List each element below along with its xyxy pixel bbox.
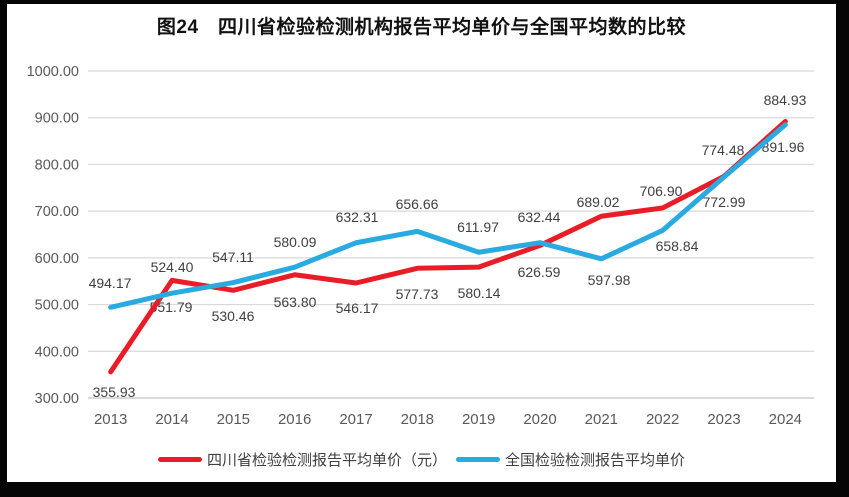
sichuan-line-swatch-icon — [157, 456, 202, 462]
data-label: 706.90 — [640, 183, 683, 199]
data-label: 580.14 — [458, 285, 501, 301]
frame-border-right — [836, 0, 849, 497]
data-label: 632.44 — [518, 209, 561, 225]
data-label: 626.59 — [518, 264, 561, 280]
y-tick-label: 700.00 — [35, 204, 79, 220]
legend: 四川省检验检测报告平均单价（元） 全国检验检测报告平均单价 — [7, 446, 836, 472]
x-tick-label: 2023 — [707, 411, 740, 428]
national-line — [108, 122, 788, 310]
x-tick-label: 2014 — [155, 411, 188, 428]
x-tick-label: 2022 — [646, 411, 679, 428]
frame-border-bottom — [0, 482, 849, 497]
y-tick-label: 800.00 — [35, 157, 79, 173]
x-tick-label: 2016 — [278, 411, 311, 428]
data-label: 774.48 — [702, 142, 745, 158]
data-label: 597.98 — [588, 272, 631, 288]
y-tick-label: 400.00 — [35, 344, 79, 360]
chart-title: 图24 四川省检验检测机构报告平均单价与全国平均数的比较 — [156, 17, 687, 38]
frame-border-top — [0, 0, 849, 4]
data-label: 546.17 — [336, 300, 379, 316]
data-label: 577.73 — [396, 286, 439, 302]
data-label: 524.40 — [151, 259, 194, 275]
data-label: 551.79 — [150, 299, 193, 315]
sichuan-line — [108, 118, 788, 375]
data-label: 656.66 — [396, 196, 439, 212]
x-tick-label: 2021 — [585, 411, 618, 428]
data-label: 580.09 — [274, 234, 317, 250]
data-label: 884.93 — [764, 92, 807, 108]
legend-item-sichuan: 四川省检验检测报告平均单价（元） — [157, 449, 447, 470]
legend-label-national: 全国检验检测报告平均单价 — [505, 451, 686, 469]
data-label: 632.31 — [336, 209, 379, 225]
legend-label-sichuan: 四川省检验检测报告平均单价（元） — [206, 451, 447, 469]
data-label: 547.11 — [212, 249, 254, 265]
frame-border-left — [0, 0, 7, 497]
data-label: 530.46 — [212, 308, 255, 324]
y-tick-label: 900.00 — [35, 111, 79, 127]
data-label: 355.93 — [93, 384, 136, 400]
x-tick-label: 2018 — [401, 411, 434, 428]
data-label: 658.84 — [656, 238, 699, 254]
x-tick-label: 2024 — [769, 411, 802, 428]
data-label: 611.97 — [457, 219, 499, 235]
y-tick-label: 600.00 — [35, 251, 79, 267]
data-label: 891.96 — [762, 139, 805, 155]
data-label: 494.17 — [89, 275, 132, 291]
data-label: 772.99 — [703, 194, 746, 210]
x-tick-label: 2015 — [217, 411, 250, 428]
y-tick-label: 300.00 — [35, 391, 79, 407]
y-tick-label: 1000.00 — [27, 64, 79, 80]
x-tick-label: 2017 — [339, 411, 372, 428]
legend-item-national: 全国检验检测报告平均单价 — [456, 449, 685, 470]
y-tick-label: 500.00 — [35, 298, 79, 314]
data-label: 689.02 — [577, 194, 620, 210]
x-tick-label: 2020 — [523, 411, 556, 428]
data-label: 563.80 — [274, 294, 317, 310]
x-tick-label: 2019 — [462, 411, 495, 428]
national-line-swatch-icon — [456, 456, 500, 462]
x-tick-label: 2013 — [94, 411, 127, 428]
